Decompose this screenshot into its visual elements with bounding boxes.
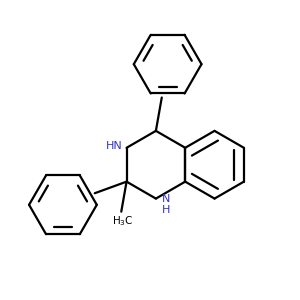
Text: HN: HN [106, 141, 123, 151]
Text: H: H [162, 205, 171, 215]
Text: H$_3$C: H$_3$C [112, 214, 134, 228]
Text: N: N [162, 194, 171, 204]
